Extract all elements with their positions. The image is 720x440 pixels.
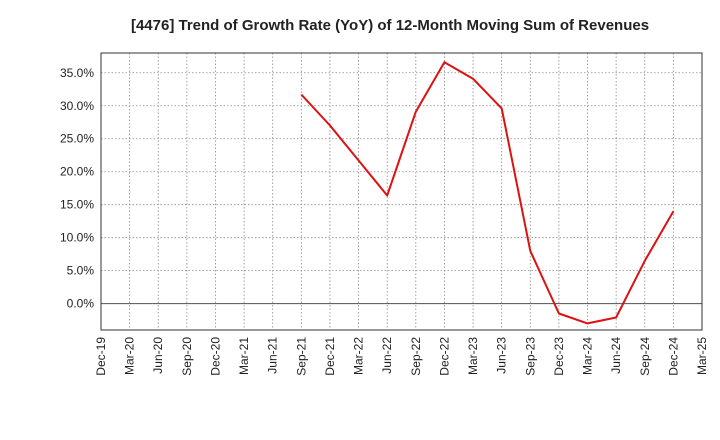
series-line bbox=[300, 61, 675, 325]
x-tick-label: Mar-24 bbox=[581, 337, 595, 375]
x-axis-ticks: Dec-19 Mar-20 Jun-20 Sep-20 Dec-20 Mar-21 Jun-… bbox=[94, 337, 709, 376]
grid-lines bbox=[100, 53, 703, 330]
x-tick-label: Jun-24 bbox=[609, 337, 623, 374]
x-tick-label: Dec-21 bbox=[323, 337, 337, 376]
x-tick-label: Jun-23 bbox=[495, 337, 509, 374]
x-tick-label: Dec-22 bbox=[437, 337, 451, 376]
x-tick-label: Mar-20 bbox=[123, 337, 137, 375]
y-tick-label: 20.0% bbox=[60, 165, 94, 179]
x-tick-label: Mar-23 bbox=[466, 337, 480, 375]
x-tick-label: Dec-23 bbox=[552, 337, 566, 376]
x-tick-label: Dec-20 bbox=[208, 337, 222, 376]
x-tick-label: Mar-25 bbox=[695, 337, 709, 375]
series-layer bbox=[300, 61, 675, 325]
y-tick-label: 15.0% bbox=[60, 198, 94, 212]
x-tick-label: Mar-22 bbox=[352, 337, 366, 375]
y-tick-label: 10.0% bbox=[60, 231, 94, 245]
y-tick-label: 5.0% bbox=[67, 264, 95, 278]
chart-title: [4476] Trend of Growth Rate (YoY) of 12-… bbox=[131, 17, 649, 34]
y-axis-ticks: 0.0% 5.0% 10.0% 15.0% 20.0% 25.0% 30.0% 35.0% bbox=[60, 66, 94, 311]
x-tick-label: Dec-24 bbox=[666, 337, 680, 376]
y-tick-label: 35.0% bbox=[60, 66, 94, 80]
x-tick-label: Jun-21 bbox=[266, 337, 280, 374]
y-tick-label: 30.0% bbox=[60, 99, 94, 113]
y-tick-label: 25.0% bbox=[60, 132, 94, 146]
x-tick-label: Dec-19 bbox=[94, 337, 108, 376]
plot-frame bbox=[100, 52, 703, 331]
x-tick-label: Sep-23 bbox=[523, 337, 537, 376]
y-tick-label: 0.0% bbox=[67, 297, 95, 311]
x-tick-label: Jun-20 bbox=[151, 337, 165, 374]
x-tick-label: Mar-21 bbox=[237, 337, 251, 375]
x-tick-label: Sep-20 bbox=[180, 337, 194, 376]
x-tick-label: Jun-22 bbox=[380, 337, 394, 374]
x-tick-label: Sep-21 bbox=[294, 337, 308, 376]
x-tick-label: Sep-24 bbox=[638, 337, 652, 376]
x-tick-label: Sep-22 bbox=[409, 337, 423, 376]
